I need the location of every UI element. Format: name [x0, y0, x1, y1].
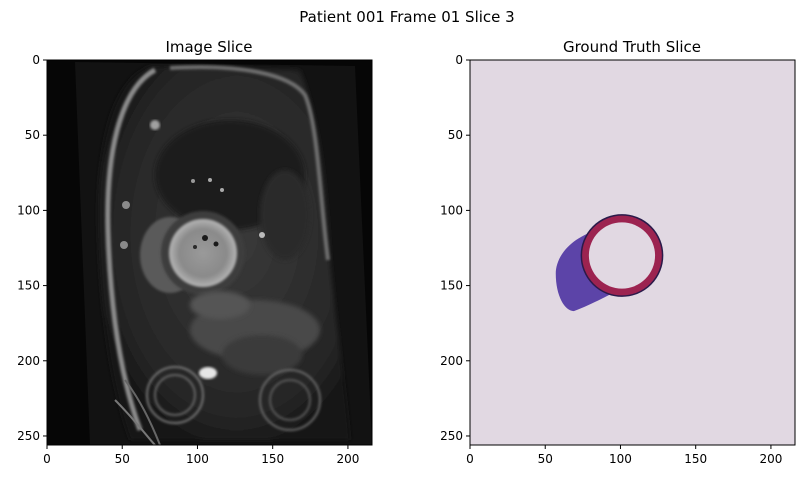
image-slice-title: Image Slice [165, 38, 252, 56]
ground-truth-xtick-label: 0 [466, 452, 474, 466]
ground-truth-xtick-label: 150 [684, 452, 707, 466]
ground-truth-ytick-label: 0 [455, 53, 463, 67]
image-slice-xtick-label: 200 [336, 452, 359, 466]
image-slice-panel: Image Slice [17, 38, 372, 466]
image-slice-xtick-label: 0 [43, 452, 51, 466]
image-slice-ytick-label: 50 [25, 128, 40, 142]
ground-truth-ytick-label: 250 [440, 429, 463, 443]
image-slice-xtick-label: 150 [261, 452, 284, 466]
ground-truth-ytick-label: 50 [448, 128, 463, 142]
figure-suptitle: Patient 001 Frame 01 Slice 3 [299, 8, 514, 26]
ground-truth-ytick-label: 100 [440, 203, 463, 217]
mri-image [47, 60, 372, 445]
ground-truth-panel: Ground Truth Slice 0 50 100 150 200 0 50 100 150… [440, 38, 795, 466]
image-slice-ytick-label: 250 [17, 429, 40, 443]
ground-truth-xtick-label: 200 [759, 452, 782, 466]
ground-truth-title: Ground Truth Slice [563, 38, 701, 56]
image-slice-ytick-label: 100 [17, 203, 40, 217]
ground-truth-ytick-label: 150 [440, 279, 463, 293]
image-slice-xtick-label: 50 [115, 452, 130, 466]
ground-truth-xtick-label: 100 [609, 452, 632, 466]
image-slice-ytick-label: 200 [17, 354, 40, 368]
segmentation-mask [470, 60, 795, 445]
image-slice-ytick-label: 150 [17, 279, 40, 293]
ground-truth-ytick-label: 200 [440, 354, 463, 368]
ground-truth-xtick-label: 50 [538, 452, 553, 466]
image-slice-xtick-label: 100 [186, 452, 209, 466]
image-slice-ytick-label: 0 [32, 53, 40, 67]
lv-cavity-region [589, 222, 655, 288]
